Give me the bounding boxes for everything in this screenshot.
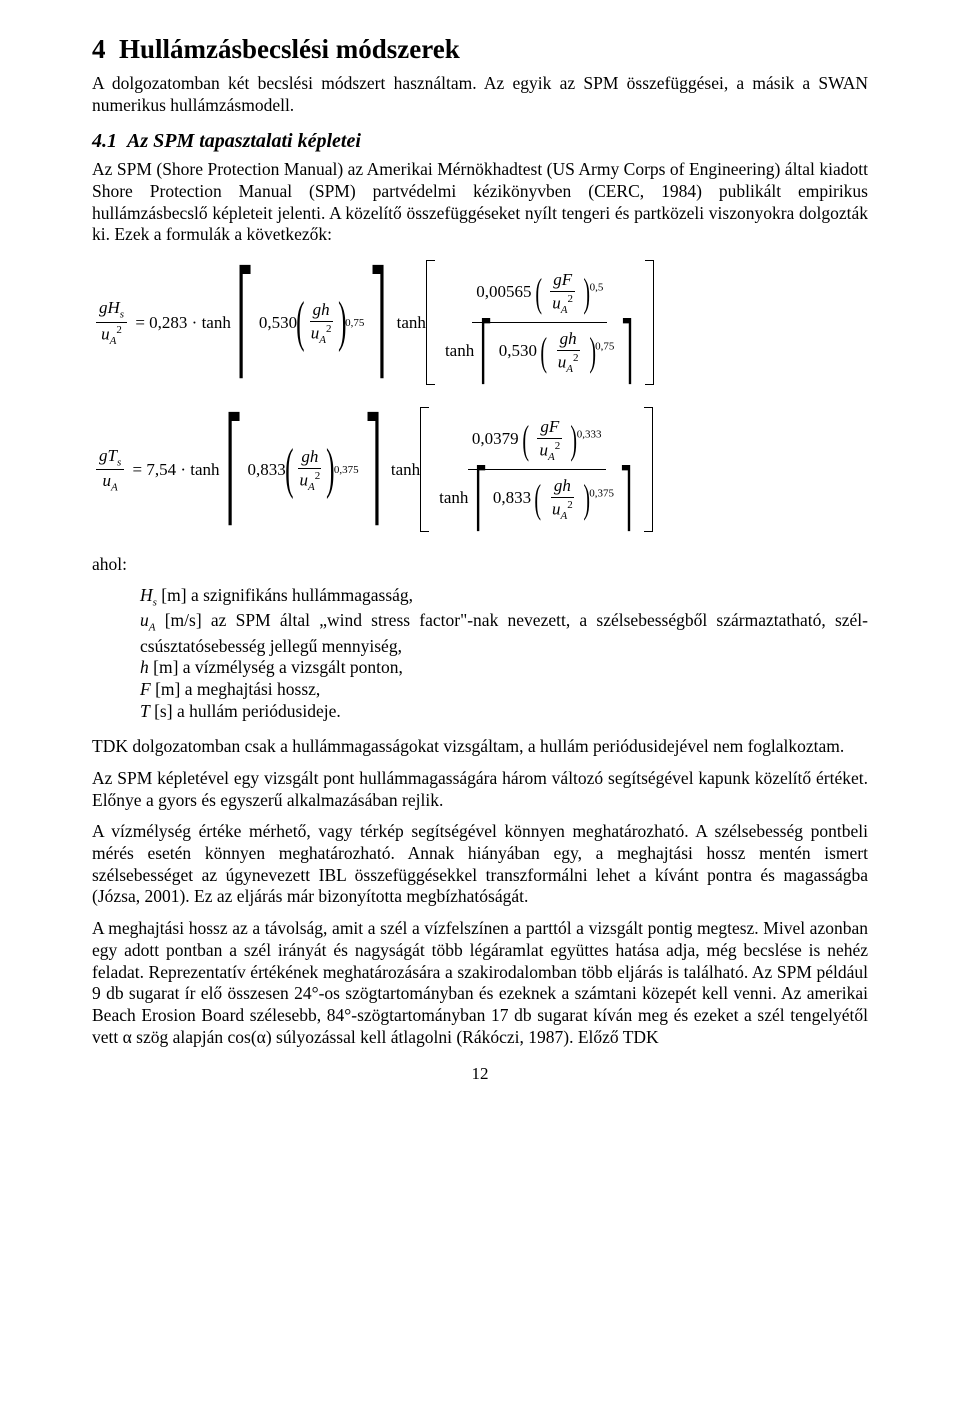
p5: A meghajtási hossz az a távolság, amit a…	[92, 918, 868, 1048]
page-number: 12	[92, 1064, 868, 1084]
p2: TDK dolgozatomban csak a hullámmagasságo…	[92, 736, 868, 758]
p3: Az SPM képletével egy vizsgált pont hull…	[92, 768, 868, 811]
where-label: ahol:	[92, 554, 868, 575]
formula-Ts: gTs uA = 7,54 · tanh ⎡ 0,833 ( gh uA2 ) …	[92, 407, 868, 532]
intro-paragraph: A dolgozatomban két becslési módszert ha…	[92, 73, 868, 116]
subsection-heading: 4.1 Az SPM tapasztalati képletei	[92, 130, 868, 153]
symbol-definitions: Hs [m] a szignifikáns hullámmagasság, uA…	[92, 585, 868, 722]
p4: A vízmélység értéke mérhető, vagy térkép…	[92, 821, 868, 908]
section-number: 4	[92, 34, 106, 64]
section-title: Hullámzásbecslési módszerek	[119, 34, 460, 64]
section-heading: 4 Hullámzásbecslési módszerek	[92, 34, 868, 65]
formula-Hs: gHs uA2 = 0,283 · tanh ⎡ 0,530 ( gh uA2 …	[92, 260, 868, 385]
subsection-number: 4.1	[92, 130, 117, 152]
sub41-p1: Az SPM (Shore Protection Manual) az Amer…	[92, 159, 868, 246]
subsection-title: Az SPM tapasztalati képletei	[127, 130, 361, 152]
